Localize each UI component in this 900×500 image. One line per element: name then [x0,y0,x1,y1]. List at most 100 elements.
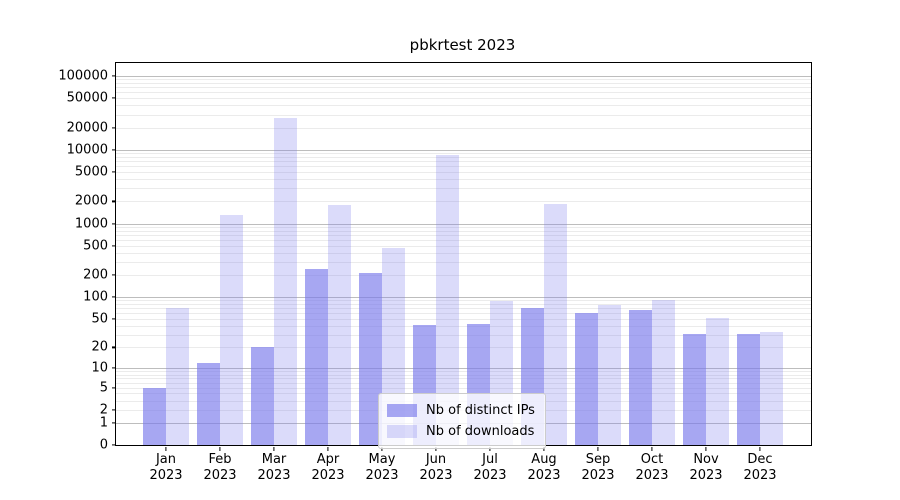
gridline-minor [116,172,811,173]
y-axis-tick-label: 5 [99,380,108,396]
y-axis-tick-label: 50000 [66,90,108,106]
y-axis-tick [112,245,116,247]
bar-downloads-mar [274,117,297,445]
gridline-minor [116,234,811,236]
bar-distinct-ips-may [359,272,382,445]
gridline-major [116,149,811,151]
gridline-minor [116,201,811,203]
y-axis-tick [112,97,116,99]
gridline-minor [116,161,811,163]
legend-label-distinct-ips: Nb of distinct IPs [426,403,535,418]
gridline-minor [116,347,811,349]
gridline-minor [116,387,811,389]
gridline-minor [116,325,811,327]
gridline-major [116,368,811,370]
x-axis-tick [327,446,329,451]
x-axis-tick-label: Jun 2023 [419,452,453,484]
y-axis-tick [112,346,116,348]
y-axis-tick [112,126,116,129]
gridline-minor [116,382,811,384]
legend: Nb of distinct IPs Nb of downloads [378,393,546,449]
bar-distinct-ips-oct [629,309,652,445]
gridline-minor [116,371,811,373]
plot-area: Jan 2023 Feb 2023 Mar 2023 Apr 2023 May 2023 Jun 20… [58,62,812,483]
y-axis-tick-label: 1000 [74,216,108,232]
y-axis-tick-label: 500 [83,238,108,254]
x-axis-tick [651,446,653,451]
legend-item-distinct-ips: Nb of distinct IPs [387,400,535,421]
y-axis-tick [112,171,116,173]
bar-distinct-ips-apr [305,269,328,445]
x-axis-tick-label: Jul 2023 [473,452,507,484]
bar-downloads-apr [328,204,351,445]
bar-distinct-ips-nov [683,333,706,445]
y-axis-tick [112,318,116,320]
gridline-minor [116,308,811,310]
gridline-minor [116,114,811,116]
bar-distinct-ips-dec [737,333,760,445]
bar-distinct-ips-jan [143,387,166,445]
y-axis-tick [112,274,116,276]
x-axis-tick-label: Jan 2023 [149,452,183,484]
x-axis-tick-label: Mar 2023 [257,452,291,484]
y-axis-tick-label: 20 [91,339,108,355]
x-axis-tick-label: Aug 2023 [527,452,561,484]
x-axis-tick-label: Dec 2023 [743,452,777,484]
gridline-minor [116,334,811,336]
gridline-minor [116,230,811,232]
y-axis-tick-label: 5000 [74,164,108,180]
gridline-minor [116,105,811,107]
y-axis-tick-label: 1 [99,415,108,431]
gridline-minor [116,188,811,190]
bar-downloads-oct [652,300,675,445]
bar-distinct-ips-sep [575,313,598,445]
x-axis-tick [219,446,221,451]
y-axis-tick [112,422,116,424]
y-axis-tick-label: 100 [83,289,108,305]
bar-downloads-jan [166,308,189,445]
gridline-minor [116,239,811,241]
gridline-minor [116,262,811,264]
x-axis-tick [705,446,707,451]
y-axis-tick [112,409,116,411]
gridline-minor [116,83,811,85]
gridline-minor [116,153,811,155]
gridline-minor [116,98,811,100]
y-axis-tick [112,75,116,77]
gridline-minor [116,92,811,94]
y-axis-tick [112,200,116,202]
gridline-minor [116,127,811,129]
gridline-minor [116,313,811,315]
gridline-minor [116,79,811,81]
y-axis-tick [112,222,116,225]
legend-swatch-distinct-ips [387,404,417,417]
chart-title: pbkrtest 2023 [409,36,516,54]
x-axis-tick-label: Oct 2023 [635,452,669,484]
gridline-minor [116,252,811,254]
y-axis-tick-label: 10000 [66,142,108,158]
legend-item-downloads: Nb of downloads [387,421,535,442]
gridline-minor [116,318,811,320]
gridline-major [116,223,811,225]
gridline-minor [116,374,811,376]
legend-swatch-downloads [387,425,417,438]
legend-label-downloads: Nb of downloads [426,424,535,439]
bar-downloads-feb [220,214,243,445]
y-axis-tick [112,367,116,369]
gridline-minor [116,300,811,302]
gridline-minor [116,179,811,181]
y-axis-tick-label: 2000 [74,193,108,209]
y-axis-tick [112,149,116,151]
gridline-minor [116,226,811,228]
y-axis-tick [112,296,116,298]
bar-downloads-jun [436,155,459,445]
y-axis-tick-label: 100000 [58,68,108,84]
gridline-minor [116,156,811,158]
x-axis-tick [273,446,275,451]
bar-downloads-sep [598,304,621,445]
y-axis-tick-label: 10 [91,360,108,376]
x-axis-tick-label: Apr 2023 [311,452,345,484]
bar-distinct-ips-mar [251,347,274,445]
y-axis-tick-label: 2 [99,402,108,418]
